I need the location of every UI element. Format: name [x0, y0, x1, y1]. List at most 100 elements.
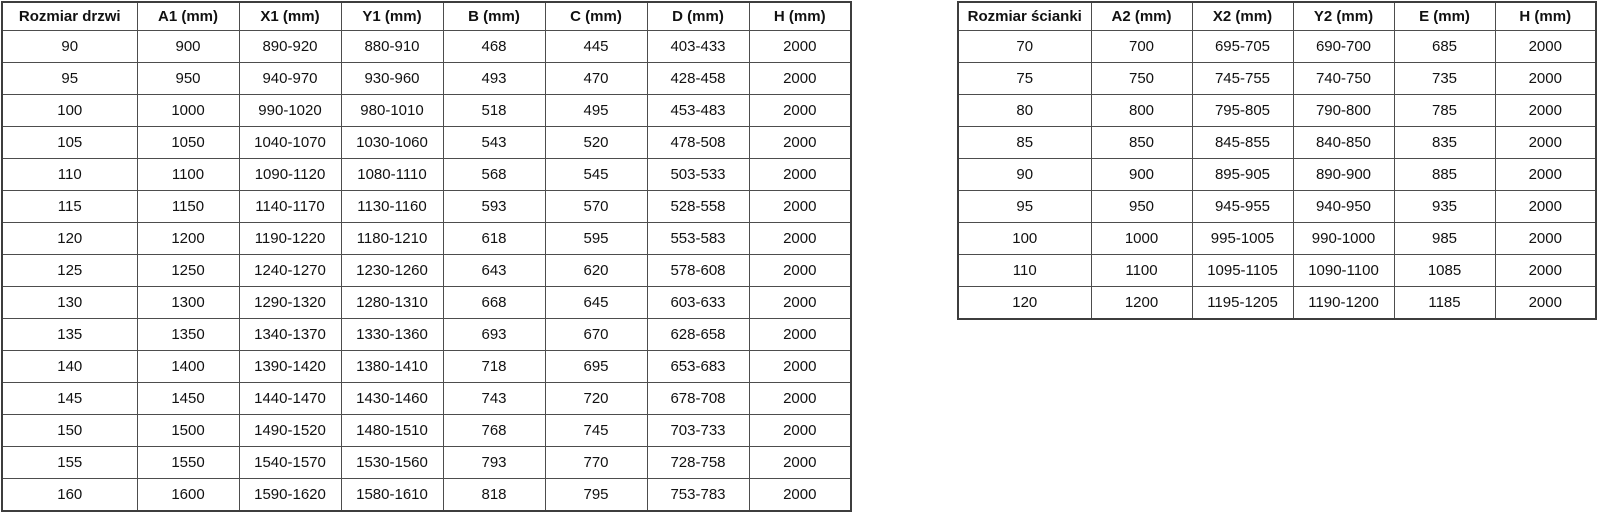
- table-cell: 850: [1090, 126, 1193, 159]
- table-row: 105 1050 1040-1070 1030-1060 543 520 478-508 20…: [1, 126, 852, 159]
- table-cell: 115: [1, 190, 138, 223]
- table-cell: 90: [957, 158, 1092, 191]
- table-cell: 1400: [136, 350, 240, 383]
- table-cell: 735: [1393, 62, 1496, 95]
- table-cell: 520: [544, 126, 648, 159]
- table-row: 160 1600 1590-1620 1580-1610 818 795 753-783 20…: [1, 478, 852, 512]
- table-cell: 2000: [748, 30, 852, 63]
- table-cell: 1190-1200: [1292, 286, 1395, 320]
- table-cell: 1290-1320: [238, 286, 342, 319]
- table-cell: 90: [1, 30, 138, 63]
- table-cell: 1390-1420: [238, 350, 342, 383]
- table-cell: 1540-1570: [238, 446, 342, 479]
- table-cell: 2000: [748, 286, 852, 319]
- table-cell: 980-1010: [340, 94, 444, 127]
- table-row: 120 1200 1195-1205 1190-1200 1185 2000: [957, 286, 1597, 320]
- table-cell: 643: [442, 254, 546, 287]
- table-cell: 940-970: [238, 62, 342, 95]
- table-cell: 1240-1270: [238, 254, 342, 287]
- table-cell: 1150: [136, 190, 240, 223]
- column-header: H (mm): [748, 1, 852, 31]
- table-row: 130 1300 1290-1320 1280-1310 668 645 603-633 20…: [1, 286, 852, 319]
- table-row: 135 1350 1340-1370 1330-1360 693 670 628-658 20…: [1, 318, 852, 351]
- table-cell: 125: [1, 254, 138, 287]
- table-cell: 1200: [136, 222, 240, 255]
- table-cell: 2000: [748, 318, 852, 351]
- table-cell: 75: [957, 62, 1092, 95]
- table-cell: 478-508: [646, 126, 750, 159]
- column-header: A2 (mm): [1090, 1, 1193, 31]
- table-cell: 880-910: [340, 30, 444, 63]
- table-cell: 2000: [1494, 62, 1597, 95]
- table-cell: 1580-1610: [340, 478, 444, 512]
- table-cell: 695: [544, 350, 648, 383]
- table-cell: 545: [544, 158, 648, 191]
- table-cell: 690-700: [1292, 30, 1395, 63]
- table-cell: 885: [1393, 158, 1496, 191]
- table-cell: 70: [957, 30, 1092, 63]
- table-row: 90 900 890-920 880-910 468 445 403-433 2000: [1, 30, 852, 63]
- table-cell: 470: [544, 62, 648, 95]
- table-cell: 543: [442, 126, 546, 159]
- table-cell: 120: [1, 222, 138, 255]
- table-cell: 2000: [748, 94, 852, 127]
- table-cell: 703-733: [646, 414, 750, 447]
- table-cell: 595: [544, 222, 648, 255]
- table-cell: 130: [1, 286, 138, 319]
- table-cell: 1530-1560: [340, 446, 444, 479]
- column-header: Rozmiar ścianki: [957, 1, 1092, 31]
- table-cell: 120: [957, 286, 1092, 320]
- table-cell: 1195-1205: [1191, 286, 1294, 320]
- door-size-table: Rozmiar drzwi A1 (mm) X1 (mm) Y1 (mm) B (mm)…: [1, 1, 852, 512]
- table-cell: 2000: [748, 158, 852, 191]
- wall-size-table: Rozmiar ścianki A2 (mm) X2 (mm) Y2 (mm) E (m…: [957, 1, 1597, 320]
- table-cell: 1430-1460: [340, 382, 444, 415]
- table-cell: 670: [544, 318, 648, 351]
- table-cell: 145: [1, 382, 138, 415]
- table-cell: 745-755: [1191, 62, 1294, 95]
- table-cell: 628-658: [646, 318, 750, 351]
- table-cell: 718: [442, 350, 546, 383]
- table-cell: 785: [1393, 94, 1496, 127]
- table-cell: 1090-1100: [1292, 254, 1395, 287]
- table-row: 140 1400 1390-1420 1380-1410 718 695 653-683 20…: [1, 350, 852, 383]
- table-cell: 1100: [136, 158, 240, 191]
- table-cell: 985: [1393, 222, 1496, 255]
- table-cell: 2000: [748, 414, 852, 447]
- table-cell: 1030-1060: [340, 126, 444, 159]
- column-header: X2 (mm): [1191, 1, 1294, 31]
- table-cell: 950: [1090, 190, 1193, 223]
- table-cell: 553-583: [646, 222, 750, 255]
- table-cell: 1380-1410: [340, 350, 444, 383]
- table-cell: 653-683: [646, 350, 750, 383]
- column-header: E (mm): [1393, 1, 1496, 31]
- table-cell: 110: [957, 254, 1092, 287]
- table-cell: 743: [442, 382, 546, 415]
- table-cell: 720: [544, 382, 648, 415]
- table-cell: 1440-1470: [238, 382, 342, 415]
- table-cell: 1100: [1090, 254, 1193, 287]
- table-cell: 790-800: [1292, 94, 1395, 127]
- table-cell: 693: [442, 318, 546, 351]
- table-cell: 1000: [1090, 222, 1193, 255]
- table-cell: 2000: [748, 478, 852, 512]
- table-row: 75 750 745-755 740-750 735 2000: [957, 62, 1597, 95]
- table-cell: 835: [1393, 126, 1496, 159]
- table-cell: 150: [1, 414, 138, 447]
- column-header: Rozmiar drzwi: [1, 1, 138, 31]
- table-cell: 800: [1090, 94, 1193, 127]
- table-cell: 1340-1370: [238, 318, 342, 351]
- table-cell: 105: [1, 126, 138, 159]
- table-cell: 1085: [1393, 254, 1496, 287]
- table-row: 90 900 895-905 890-900 885 2000: [957, 158, 1597, 191]
- table-cell: 518: [442, 94, 546, 127]
- table-cell: 745: [544, 414, 648, 447]
- table-cell: 890-920: [238, 30, 342, 63]
- table-cell: 468: [442, 30, 546, 63]
- table-cell: 593: [442, 190, 546, 223]
- table-cell: 95: [957, 190, 1092, 223]
- table-cell: 1140-1170: [238, 190, 342, 223]
- table-cell: 493: [442, 62, 546, 95]
- table-row: 70 700 695-705 690-700 685 2000: [957, 30, 1597, 63]
- table-cell: 2000: [748, 222, 852, 255]
